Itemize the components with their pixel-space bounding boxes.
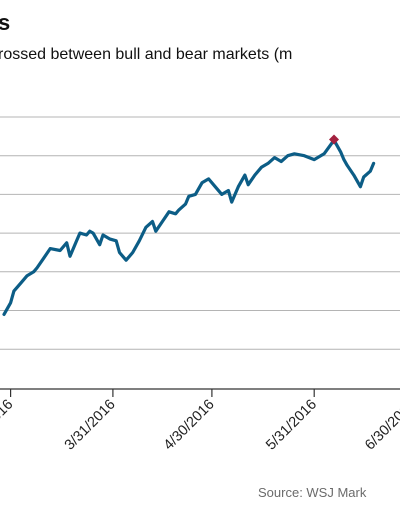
peak-marker <box>329 134 339 145</box>
series <box>2 138 376 316</box>
chart-title: s <box>0 10 11 35</box>
series-line <box>2 138 376 316</box>
x-tick-label: 2/29/2016 <box>0 397 16 454</box>
source-note: Source: WSJ Mark <box>258 485 367 500</box>
chart-subtitle: rossed between bull and bear markets (m <box>0 46 293 63</box>
x-tick-label: 5/31/2016 <box>263 397 320 454</box>
gridlines <box>0 116 400 350</box>
x-tick-label: 6/30/2016 <box>362 397 400 454</box>
x-tick-label: 3/31/2016 <box>62 397 119 454</box>
x-tick-label: 4/30/2016 <box>161 397 218 454</box>
x-axis <box>0 388 400 397</box>
annotations <box>329 134 339 145</box>
x-tick-labels: 2/29/2016 3/31/2016 4/30/2016 5/31/2016 6/30… <box>0 397 400 454</box>
